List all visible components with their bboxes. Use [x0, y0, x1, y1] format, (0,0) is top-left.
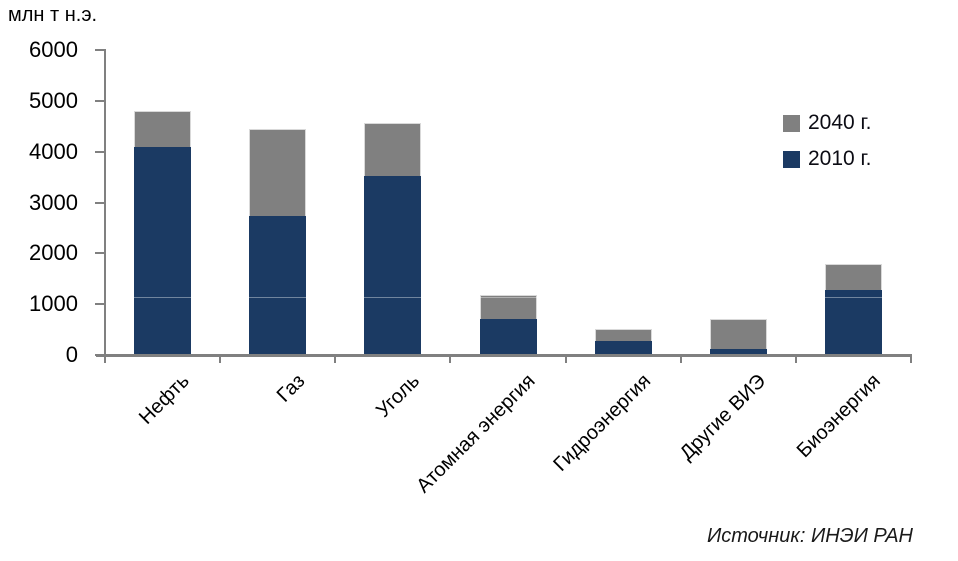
y-tick — [95, 150, 104, 153]
bar-2040-segment — [479, 295, 537, 319]
bar-inner-gridline — [249, 297, 307, 299]
bar-2010-segment — [824, 289, 882, 355]
y-tick-label: 1000 — [29, 291, 78, 317]
y-tick — [95, 99, 104, 102]
bar-inner-gridline — [479, 297, 537, 299]
source-note: Источник: ИНЭИ РАН — [706, 525, 913, 547]
y-tick — [95, 252, 104, 255]
x-tick — [794, 355, 797, 363]
y-tick — [95, 49, 104, 51]
x-axis-line — [96, 354, 912, 357]
bar-inner-gridline — [364, 297, 422, 299]
legend-label-2040: 2040 г. — [808, 111, 872, 134]
bar-2010-segment — [594, 340, 652, 355]
legend-swatch-2010 — [783, 150, 800, 168]
y-tick-label: 0 — [65, 342, 78, 367]
y-tick-label: 6000 — [29, 37, 78, 62]
bar-inner-gridline — [134, 297, 192, 299]
bar-2010-segment — [709, 349, 767, 355]
y-tick — [95, 354, 104, 356]
y-tick — [95, 303, 104, 306]
bar-2040-segment — [249, 129, 307, 217]
y-axis-title: млн т н.э. — [8, 4, 98, 26]
x-tick — [449, 355, 452, 363]
y-tick-label: 3000 — [29, 189, 78, 215]
bar-2040-segment — [364, 122, 422, 177]
legend: 2040 г. 2010 г. — [783, 111, 872, 184]
bar-2040-segment — [709, 319, 767, 350]
y-axis-line — [104, 49, 106, 356]
y-tick — [95, 201, 104, 204]
x-tick — [679, 355, 682, 363]
bar-2040-segment — [134, 111, 192, 147]
x-tick — [564, 355, 567, 363]
bar-inner-gridline — [824, 297, 882, 299]
y-tick-label: 5000 — [29, 87, 78, 113]
y-tick-label: 4000 — [29, 138, 78, 164]
legend-item-2040: 2040 г. — [783, 111, 872, 134]
bar-2010-segment — [364, 176, 422, 355]
x-category-label: Биоэнергия — [549, 370, 885, 462]
legend-item-2010: 2010 г. — [783, 147, 872, 170]
legend-swatch-2040 — [783, 114, 800, 132]
bar-2010-segment — [134, 146, 192, 355]
x-tick — [334, 355, 337, 363]
bar-2040-segment — [824, 264, 882, 290]
bar-2040-segment — [594, 329, 652, 341]
x-tick — [104, 355, 106, 363]
y-tick-label: 2000 — [29, 240, 78, 266]
x-tick — [910, 355, 912, 363]
legend-label-2010: 2010 г. — [808, 147, 872, 170]
x-category-label-text: Биоэнергия — [792, 370, 885, 463]
bar-2010-segment — [249, 216, 307, 355]
bar-2010-segment — [479, 318, 537, 355]
x-tick — [219, 355, 222, 363]
